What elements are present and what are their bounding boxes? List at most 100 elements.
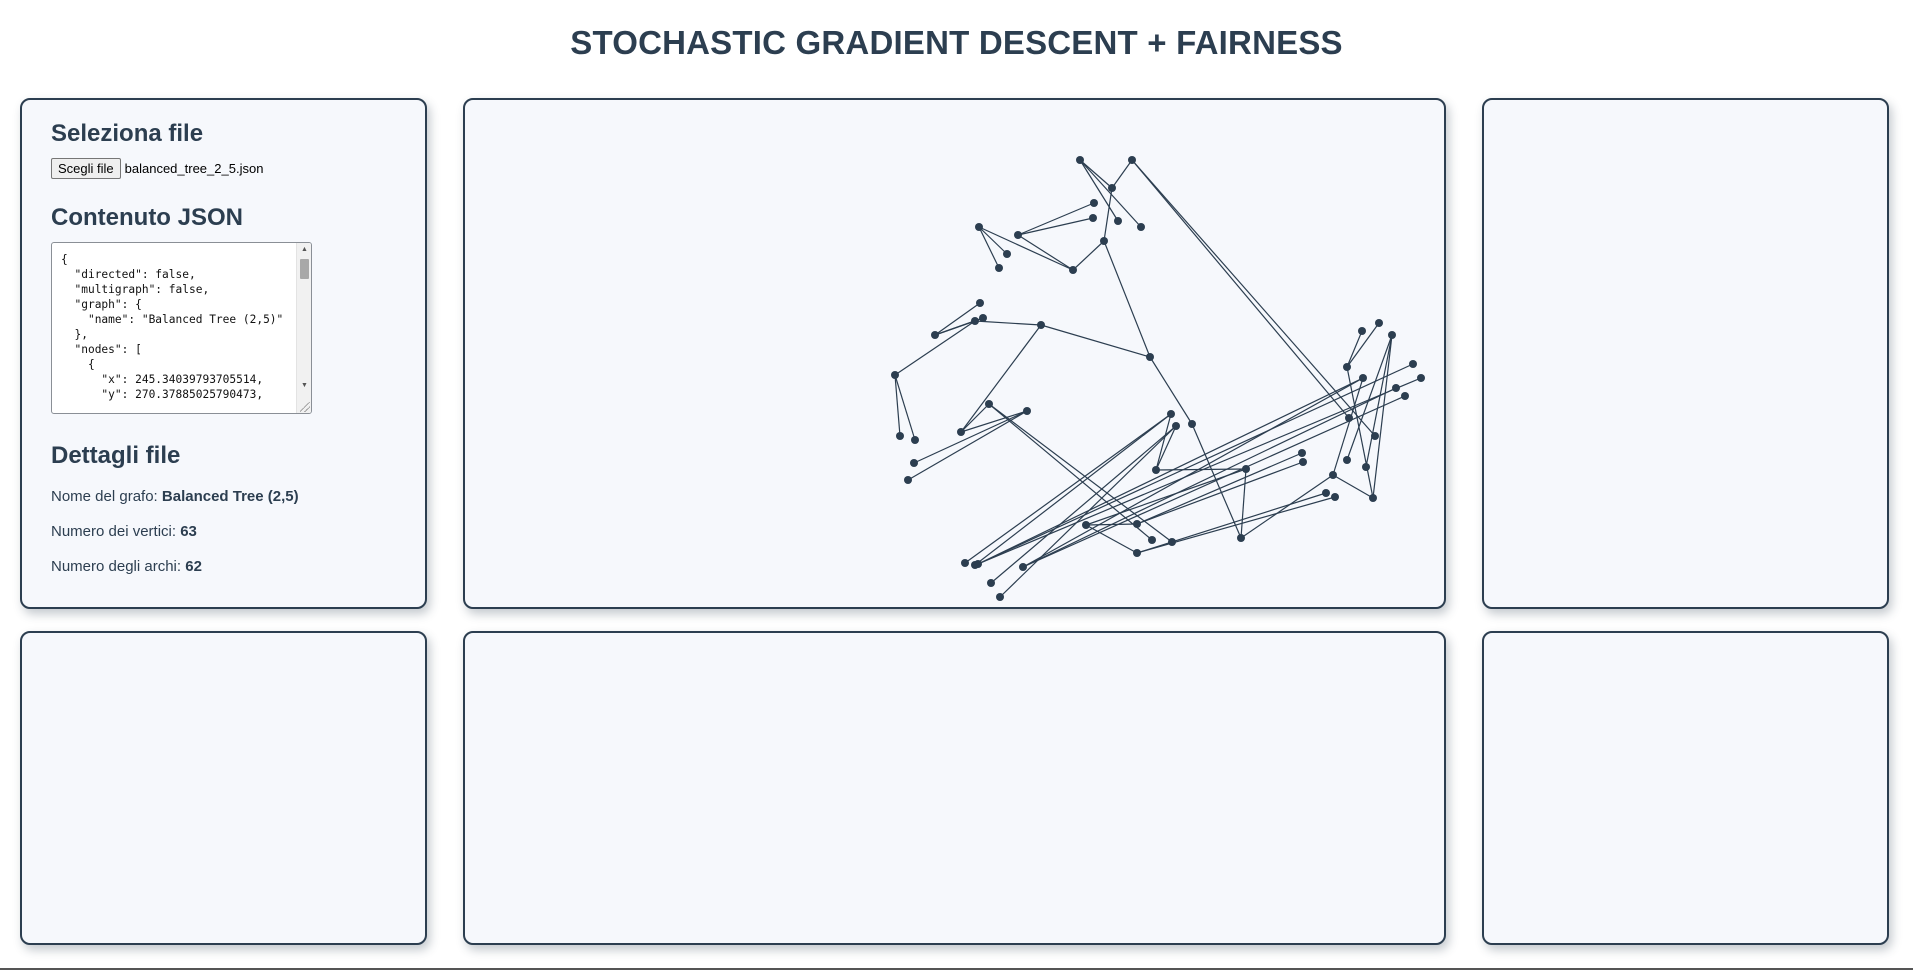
graph-node[interactable] [1014,231,1022,239]
left-bottom-panel [20,631,427,945]
graph-node[interactable] [1167,410,1175,418]
graph-edge [1346,322,1380,368]
graph-node[interactable] [1114,217,1122,225]
graph-edge [1155,413,1172,471]
graph-node[interactable] [1148,536,1156,544]
json-scrollbar[interactable]: ▲ ▼ [296,243,311,413]
graph-edge [1149,356,1193,425]
graph-edge [1103,240,1151,358]
graph-node[interactable] [971,561,979,569]
graph-node[interactable] [896,432,904,440]
graph-edge [894,374,901,437]
json-content-text: { "directed": false, "multigraph": false… [61,253,284,401]
graph-edge [1136,492,1327,554]
graph-node[interactable] [971,317,979,325]
graph-node[interactable] [996,593,1004,601]
graph-node[interactable] [1362,463,1370,471]
graph-node[interactable] [1409,360,1417,368]
file-picker[interactable]: Scegli file balanced_tree_2_5.json [51,158,263,179]
scroll-down-arrow-icon[interactable]: ▼ [301,382,308,389]
graph-node[interactable] [1322,489,1330,497]
graph-node[interactable] [1100,237,1108,245]
graph-node[interactable] [1146,353,1154,361]
graph-node[interactable] [1417,374,1425,382]
graph-node[interactable] [1343,363,1351,371]
graph-node[interactable] [985,400,993,408]
edges-count-value: 62 [185,558,202,575]
graph-node[interactable] [1343,456,1351,464]
graph-node[interactable] [911,436,919,444]
choose-file-button[interactable]: Scegli file [51,158,121,179]
edges-count-label: Numero degli archi: [51,558,186,575]
graph-node[interactable] [1388,331,1396,339]
vertices-count-value: 63 [180,523,197,540]
graph-node[interactable] [1237,534,1245,542]
graph-node[interactable] [1172,422,1180,430]
graph-edge [1103,187,1113,242]
graph-node[interactable] [1133,549,1141,557]
graph-edge [1372,334,1393,499]
graph-node[interactable] [1345,414,1353,422]
graph-node[interactable] [1133,520,1141,528]
graph-node[interactable] [987,579,995,587]
graph-edge [960,410,1028,433]
graph-edge [1079,159,1113,189]
json-content-textarea[interactable]: { "directed": false, "multigraph": false… [51,242,312,414]
graph-node[interactable] [961,559,969,567]
graph-node[interactable] [1108,184,1116,192]
graph-edge [1346,366,1374,499]
graph-node[interactable] [904,476,912,484]
graph-node[interactable] [1037,321,1045,329]
graph-node[interactable] [1298,449,1306,457]
graph-node[interactable] [1358,327,1366,335]
scroll-up-arrow-icon[interactable]: ▲ [301,246,308,253]
graph-node[interactable] [1003,250,1011,258]
graph-canvas[interactable] [465,100,1444,607]
graph-node[interactable] [975,223,983,231]
graph-name-value: Balanced Tree (2,5) [161,488,299,505]
graph-node[interactable] [1076,156,1084,164]
graph-node[interactable] [931,331,939,339]
graph-edge [1017,217,1094,236]
graph-edge [960,324,1042,433]
graph-node[interactable] [1375,319,1383,327]
graph-node[interactable] [1069,266,1077,274]
graph-node[interactable] [891,371,899,379]
graph-node[interactable] [1168,538,1176,546]
graph-node[interactable] [1329,471,1337,479]
graph-node[interactable] [1359,374,1367,382]
graph-edge [978,226,1000,269]
graph-node[interactable] [1299,458,1307,466]
graph-node[interactable] [1242,465,1250,473]
resize-grip-icon[interactable] [300,402,310,412]
graph-node[interactable] [1369,494,1377,502]
graph-node[interactable] [957,428,965,436]
graph-node[interactable] [1152,466,1160,474]
graph-node[interactable] [1188,420,1196,428]
graph-node[interactable] [1019,563,1027,571]
graph-edge [1022,377,1364,568]
graph-node[interactable] [1371,432,1379,440]
graph-node[interactable] [1082,521,1090,529]
graph-edge [894,374,916,441]
graph-node[interactable] [1331,493,1339,501]
graph-node[interactable] [1401,392,1409,400]
graph-edge [990,425,1177,584]
graph-name-detail: Nome del grafo: Balanced Tree (2,5) [51,488,299,505]
graph-node[interactable] [976,299,984,307]
graph-node[interactable] [1128,156,1136,164]
graph-node[interactable] [1090,199,1098,207]
graph-node[interactable] [1137,223,1145,231]
scroll-thumb[interactable] [300,259,309,279]
graph-edge [1155,425,1177,471]
graph-node[interactable] [910,459,918,467]
vertices-count-label: Numero dei vertici: [51,523,181,540]
graph-node[interactable] [979,314,987,322]
graph-edge [1240,468,1247,539]
graph-node[interactable] [1392,384,1400,392]
graph-node[interactable] [995,264,1003,272]
edges-count-detail: Numero degli archi: 62 [51,558,202,575]
graph-node[interactable] [1089,214,1097,222]
json-content-heading: Contenuto JSON [51,204,243,231]
graph-node[interactable] [1023,407,1031,415]
